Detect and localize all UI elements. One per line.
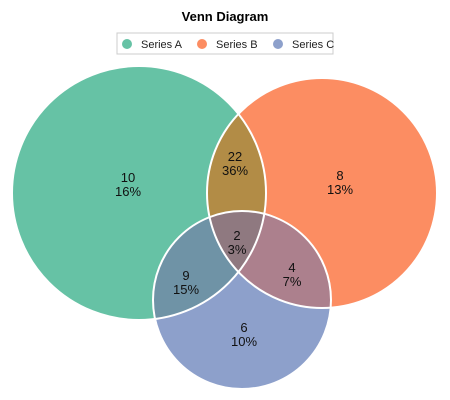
- legend-label-2: Series B: [216, 39, 258, 51]
- circle-outline-1: [11, 65, 267, 321]
- circle-outline-3: [152, 210, 332, 390]
- chart-title: Venn Diagram: [182, 9, 269, 24]
- legend-swatch-3: [273, 39, 283, 49]
- region-label-3: 6 10%: [231, 320, 257, 349]
- legend-item-series-c[interactable]: Series C: [273, 39, 334, 51]
- region-label-6: 4 7%: [283, 260, 302, 289]
- legend-swatch-1: [122, 39, 132, 49]
- region-label-5: 9 15%: [173, 268, 199, 297]
- legend-item-series-a[interactable]: Series A: [122, 39, 183, 51]
- legend: Series A Series B Series C: [116, 32, 334, 55]
- region-label-7: 2 3%: [228, 228, 247, 257]
- region-label-1: 10 16%: [115, 170, 141, 199]
- venn-layer: [11, 65, 438, 390]
- legend-label-1: Series A: [141, 39, 183, 51]
- legend-swatch-2: [197, 39, 207, 49]
- legend-item-series-b[interactable]: Series B: [197, 39, 258, 51]
- region-label-4: 22 36%: [222, 149, 248, 178]
- circle-outline-2: [206, 77, 438, 309]
- region-label-2: 8 13%: [327, 168, 353, 197]
- region-labels: 10 16% 8 13% 6 10% 22 36% 9 15% 4 7% 2 3%: [115, 149, 353, 349]
- legend-label-3: Series C: [292, 39, 334, 51]
